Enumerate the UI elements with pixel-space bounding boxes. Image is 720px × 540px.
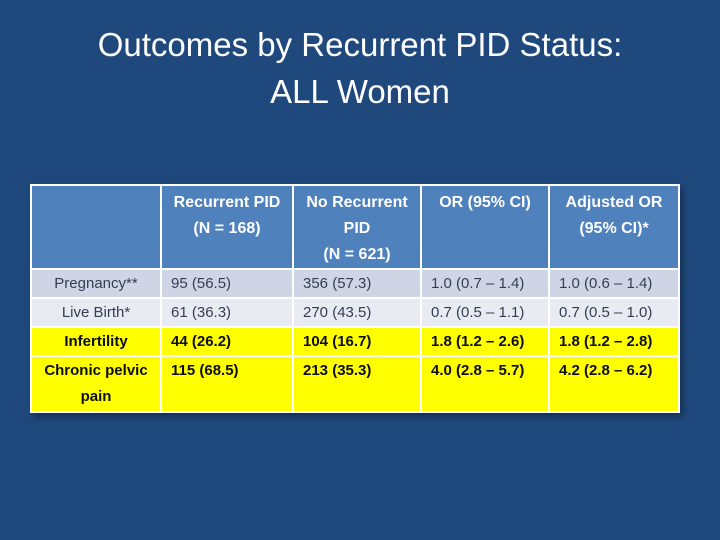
- table-row-pregnancy: Pregnancy** 95 (56.5) 356 (57.3) 1.0 (0.…: [30, 268, 680, 299]
- table-cell: 44 (26.2): [160, 326, 294, 357]
- table-cell: 1.0 (0.6 – 1.4): [548, 268, 680, 299]
- column-header-recurrent-pid: Recurrent PID (N = 168): [160, 184, 294, 270]
- table-header-row: Recurrent PID (N = 168) No Recurrent PID…: [30, 184, 680, 270]
- table-cell: 95 (56.5): [160, 268, 294, 299]
- table-row-live-birth: Live Birth* 61 (36.3) 270 (43.5) 0.7 (0.…: [30, 297, 680, 328]
- table-row-infertility: Infertility 44 (26.2) 104 (16.7) 1.8 (1.…: [30, 326, 680, 357]
- table-cell: 104 (16.7): [292, 326, 422, 357]
- row-label: Infertility: [30, 326, 162, 357]
- row-label: Live Birth*: [30, 297, 162, 328]
- slide-title: Outcomes by Recurrent PID Status: ALL Wo…: [0, 21, 720, 115]
- table-row-chronic-pelvic-pain: Chronic pelvic pain 115 (68.5) 213 (35.3…: [30, 355, 680, 413]
- column-header-adjusted-or: Adjusted OR (95% CI)*: [548, 184, 680, 270]
- table-cell: 4.0 (2.8 – 5.7): [420, 355, 550, 413]
- table-cell: 115 (68.5): [160, 355, 294, 413]
- outcomes-table: Recurrent PID (N = 168) No Recurrent PID…: [30, 184, 680, 413]
- slide-title-line2: ALL Women: [270, 73, 450, 110]
- slide-title-line1: Outcomes by Recurrent PID Status:: [97, 26, 623, 63]
- table-cell: 1.8 (1.2 – 2.8): [548, 326, 680, 357]
- table-cell: 0.7 (0.5 – 1.0): [548, 297, 680, 328]
- column-header-empty: [30, 184, 162, 270]
- table-cell: 213 (35.3): [292, 355, 422, 413]
- table-cell: 270 (43.5): [292, 297, 422, 328]
- column-header-or: OR (95% CI): [420, 184, 550, 270]
- table-cell: 1.0 (0.7 – 1.4): [420, 268, 550, 299]
- table-cell: 4.2 (2.8 – 6.2): [548, 355, 680, 413]
- table-cell: 61 (36.3): [160, 297, 294, 328]
- table-cell: 1.8 (1.2 – 2.6): [420, 326, 550, 357]
- column-header-no-recurrent-pid: No Recurrent PID (N = 621): [292, 184, 422, 270]
- table-cell: 356 (57.3): [292, 268, 422, 299]
- row-label: Chronic pelvic pain: [30, 355, 162, 413]
- table-cell: 0.7 (0.5 – 1.1): [420, 297, 550, 328]
- row-label: Pregnancy**: [30, 268, 162, 299]
